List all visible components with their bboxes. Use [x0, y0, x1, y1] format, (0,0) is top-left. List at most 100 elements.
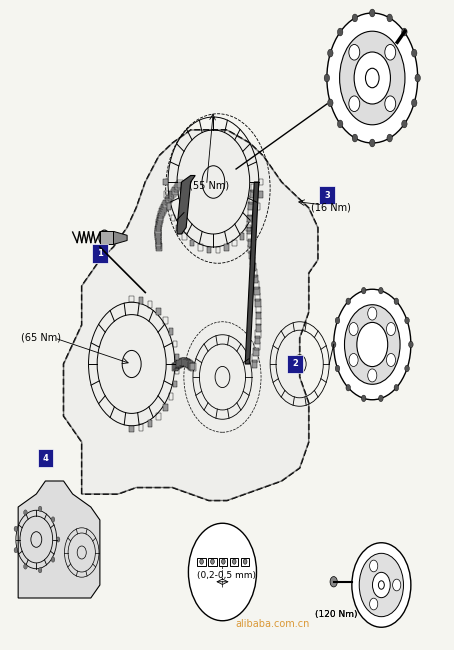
Circle shape — [394, 384, 399, 391]
Bar — [258, 191, 262, 198]
Bar — [139, 424, 143, 431]
Bar — [161, 204, 167, 212]
Bar — [100, 231, 114, 244]
Circle shape — [386, 354, 395, 367]
Bar — [177, 180, 183, 188]
Bar — [255, 293, 260, 301]
Bar — [252, 214, 256, 221]
Circle shape — [211, 559, 214, 564]
Bar — [155, 230, 161, 238]
Circle shape — [402, 28, 407, 36]
Bar — [169, 191, 174, 199]
Bar — [252, 275, 258, 283]
Circle shape — [370, 9, 375, 17]
Circle shape — [352, 543, 411, 627]
Bar — [171, 189, 176, 197]
Bar — [159, 209, 165, 216]
Circle shape — [330, 577, 337, 587]
Bar — [166, 196, 172, 203]
Circle shape — [324, 74, 330, 82]
Bar — [169, 328, 173, 335]
Bar — [224, 244, 229, 251]
Bar — [158, 211, 164, 218]
Circle shape — [24, 510, 27, 515]
Bar — [254, 287, 260, 295]
Circle shape — [51, 517, 55, 522]
Circle shape — [334, 289, 411, 400]
Bar — [139, 297, 143, 304]
Circle shape — [354, 52, 390, 104]
Bar — [148, 302, 153, 308]
FancyBboxPatch shape — [38, 449, 53, 467]
Bar — [247, 214, 252, 222]
Circle shape — [370, 139, 375, 147]
Text: 1: 1 — [97, 249, 103, 258]
Bar — [129, 296, 134, 302]
Bar — [185, 359, 191, 367]
Circle shape — [243, 559, 247, 564]
Text: 3: 3 — [324, 190, 330, 200]
Bar — [176, 183, 181, 190]
FancyBboxPatch shape — [319, 186, 335, 204]
Bar — [183, 359, 189, 367]
Polygon shape — [18, 481, 100, 598]
Polygon shape — [64, 130, 318, 501]
Bar — [190, 240, 194, 246]
Bar — [172, 187, 178, 194]
Bar — [248, 245, 254, 253]
Bar — [162, 202, 168, 210]
Bar — [208, 558, 217, 566]
Bar — [163, 317, 168, 324]
Bar — [253, 348, 259, 356]
Circle shape — [409, 341, 413, 348]
Circle shape — [357, 322, 388, 367]
Bar — [182, 358, 187, 366]
Text: alibaba.com.cn: alibaba.com.cn — [235, 619, 310, 629]
Bar — [177, 359, 183, 367]
Circle shape — [38, 567, 42, 573]
Bar — [176, 360, 181, 368]
Circle shape — [335, 317, 340, 324]
Circle shape — [349, 44, 360, 60]
Bar — [198, 244, 202, 251]
Bar — [251, 263, 256, 271]
Circle shape — [365, 68, 379, 88]
Circle shape — [14, 526, 18, 532]
Bar — [171, 214, 175, 221]
Bar — [250, 257, 255, 265]
Bar — [256, 203, 260, 210]
Text: 4: 4 — [43, 454, 48, 463]
Circle shape — [387, 14, 392, 22]
Bar — [164, 191, 169, 198]
Circle shape — [370, 560, 378, 572]
Bar — [156, 237, 161, 244]
Bar — [157, 215, 163, 223]
Bar — [173, 341, 177, 347]
Bar — [250, 190, 255, 198]
Bar — [156, 224, 161, 231]
Bar — [252, 354, 258, 362]
Circle shape — [337, 120, 343, 128]
Bar — [174, 185, 179, 192]
Circle shape — [411, 49, 417, 57]
Circle shape — [349, 96, 360, 112]
Bar — [254, 342, 260, 350]
Circle shape — [394, 298, 399, 305]
Bar — [156, 235, 161, 242]
Bar — [169, 393, 173, 400]
Bar — [156, 239, 161, 246]
Circle shape — [346, 298, 350, 305]
Text: (65 Nm): (65 Nm) — [21, 333, 61, 343]
Bar — [156, 413, 161, 420]
Bar — [197, 558, 206, 566]
Circle shape — [232, 559, 236, 564]
Bar — [253, 281, 259, 289]
Circle shape — [335, 365, 340, 372]
Bar — [157, 217, 162, 225]
Bar — [176, 225, 180, 231]
Circle shape — [337, 28, 343, 36]
Bar — [168, 193, 173, 201]
Circle shape — [38, 506, 42, 512]
Bar — [175, 361, 180, 369]
Bar — [179, 359, 184, 367]
